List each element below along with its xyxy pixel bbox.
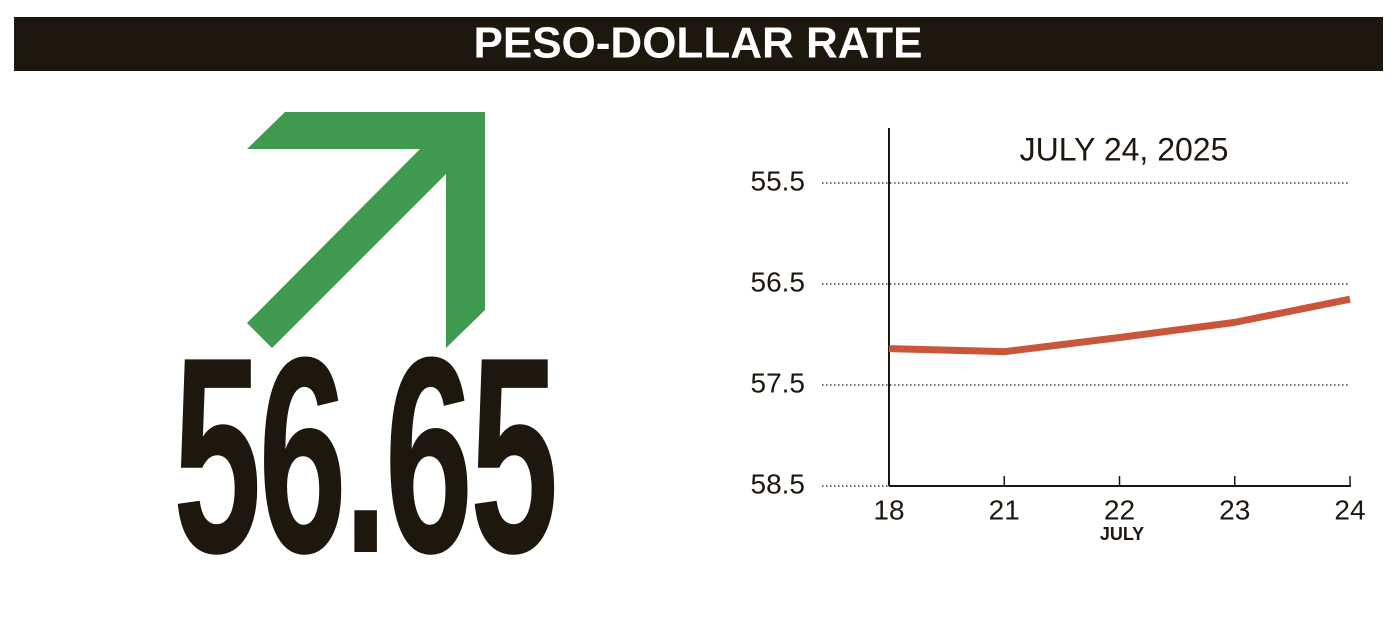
chart-title: JULY 24, 2025 [1020,131,1229,167]
y-tick-label: 58.5 [751,468,806,499]
x-tick-label: 22 [1104,494,1135,525]
series-line [888,295,1351,356]
header-title: PESO-DOLLAR RATE [474,19,923,68]
x-axis-label: JULY [1100,524,1144,544]
y-tick-label: 55.5 [751,165,806,196]
rate-value: 56.65 [173,300,555,612]
x-tick-label: 23 [1219,494,1250,525]
up-arrow [247,112,485,348]
x-tick-label: 24 [1334,494,1365,525]
header-bar [14,17,1383,71]
x-tick-label: 21 [989,494,1020,525]
y-tick-label: 56.5 [751,266,806,297]
y-tick-label: 57.5 [751,367,806,398]
x-tick-label: 18 [873,494,904,525]
